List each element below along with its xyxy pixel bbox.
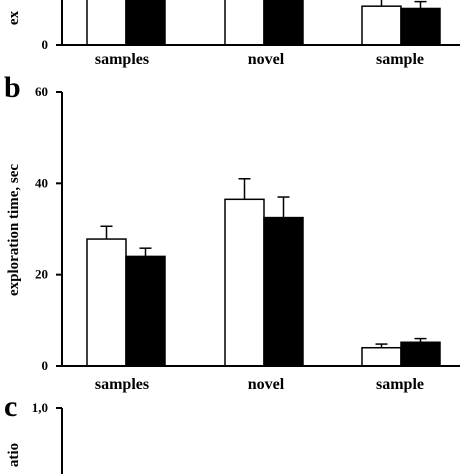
panel-b-bar-s0-1 [224,198,265,367]
panel-b-bar-s0-2 [361,346,402,367]
panel-label-c: c [4,390,17,423]
panel-a-bar-s0-1 [224,0,265,46]
panel-b-bar-s1-1 [263,216,304,367]
panel-label-b: b [4,71,21,104]
panel-b-bar-s1-2 [400,341,441,367]
panel-a-category-samples: samples [95,51,149,68]
panel-b-ytick-label-40: 40 [35,175,48,190]
panel-b-bars [86,178,441,367]
panel-c-ylabel: atio [6,443,22,467]
panel-b-ytick-label-0: 0 [42,358,49,373]
panel-a: ex 0 samples novel sample [6,0,460,68]
panel-c: c atio 1,0 [4,390,63,474]
panel-b-ticks: 0 20 40 60 [35,84,62,373]
panel-a-bar-s0-2 [361,5,402,46]
panel-a-bar-s1-2 [400,7,441,46]
panel-a-category-novel: novel [248,51,285,68]
panel-b-bar-s1-0 [125,255,166,367]
panel-c-ytick-label-0: 1,0 [32,400,48,415]
panel-b-category-sample: sample [376,376,424,393]
panel-a-ytick-label-0: 0 [42,37,49,52]
panel-a-bar-s1-0 [125,0,166,46]
panel-a-bar-s0-0 [86,0,127,46]
panel-b-bar-s0-0 [86,238,127,367]
panel-b-ytick-label-60: 60 [35,84,48,99]
panel-a-bars [86,0,441,46]
panel-b-ylabel: exploration time, sec [6,164,22,296]
panel-a-category-sample: sample [376,51,424,68]
panel-a-bar-s1-1 [263,0,304,46]
panel-a-ylabel: ex [6,10,22,25]
panel-b-category-samples: samples [95,376,149,393]
panel-b-category-novel: novel [248,376,285,393]
panel-b-ytick-label-20: 20 [35,267,48,282]
